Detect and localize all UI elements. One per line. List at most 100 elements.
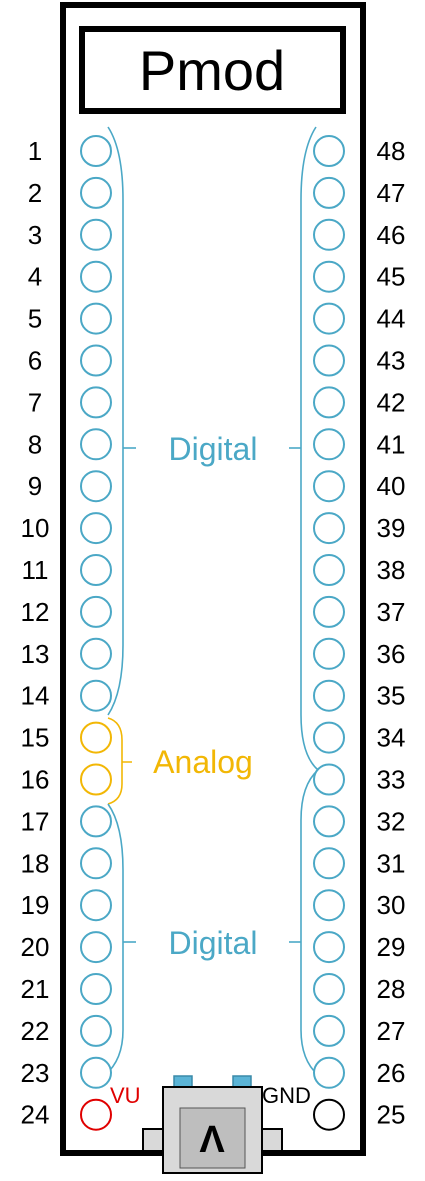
pin-48-number: 48 (377, 136, 406, 166)
pin-13-circle (80, 637, 112, 670)
pin-11-number: 11 (22, 555, 49, 585)
pin-32-circle (313, 805, 345, 838)
pin-26-number: 26 (377, 1058, 406, 1088)
pin-21-number: 21 (21, 974, 50, 1004)
pin-37-circle (313, 595, 345, 628)
pin-22-number: 22 (21, 1016, 50, 1046)
pin-12-number: 12 (21, 597, 50, 627)
pin-29-circle (313, 931, 345, 964)
pin-38-number: 38 (377, 555, 406, 585)
pin-17-circle (80, 805, 112, 838)
pin-1-circle (80, 135, 112, 167)
pin-28-circle (313, 973, 345, 1005)
pin-24-circle (80, 1098, 112, 1131)
pin-3-circle (80, 218, 112, 251)
pin-15-number: 15 (21, 723, 50, 753)
pin-2-number: 2 (28, 178, 42, 208)
pin-47-number: 47 (377, 178, 406, 208)
pin-39-circle (313, 512, 345, 545)
pin-6-number: 6 (28, 346, 42, 376)
pin-48-circle (313, 135, 345, 167)
pin-16-number: 16 (21, 765, 50, 795)
pin-7-number: 7 (28, 387, 42, 417)
pin-14-circle (80, 679, 112, 712)
pin-44-number: 44 (377, 304, 406, 334)
vu-label: VU (110, 1083, 141, 1108)
pin-25-number: 25 (377, 1100, 406, 1130)
pin-29-number: 29 (377, 932, 406, 962)
pin-34-number: 34 (377, 723, 406, 753)
pin-30-circle (313, 889, 345, 922)
pin-41-number: 41 (377, 429, 406, 459)
pin-23-number: 23 (21, 1058, 50, 1088)
pin-36-number: 36 (377, 639, 406, 669)
digital-bottom-bracket-right (300, 769, 319, 1076)
pin-31-number: 31 (377, 848, 406, 878)
gnd-label: GND (262, 1083, 311, 1108)
pin-9-circle (80, 470, 112, 503)
pin-6-circle (80, 344, 112, 377)
usb-port-glyph: Λ (199, 1119, 225, 1161)
pin-8-circle (80, 428, 112, 461)
pin-5-circle (80, 302, 112, 335)
pin-36-circle (313, 637, 345, 670)
pmod-header-box (79, 26, 346, 114)
pmod-title: Pmod (139, 39, 285, 102)
pin-4-circle (80, 260, 112, 293)
pin-26-circle (313, 1056, 345, 1089)
pin-4-number: 4 (28, 262, 42, 292)
pin-40-number: 40 (377, 471, 406, 501)
pin-46-number: 46 (377, 220, 406, 250)
pin-33-circle (313, 763, 345, 796)
digital-top-label: Digital (169, 431, 258, 467)
group-brackets (104, 126, 319, 1076)
digital-bottom-label: Digital (169, 925, 258, 961)
pin-47-circle (313, 176, 345, 209)
usb-side-tab-left (142, 1128, 166, 1152)
pin-46-circle (313, 218, 345, 251)
digital-top-bracket-right (300, 126, 319, 771)
pin-33-number: 33 (377, 765, 406, 795)
pin-18-circle (80, 847, 112, 880)
pin-42-number: 42 (377, 387, 406, 417)
pin-10-circle (80, 512, 112, 545)
pin-23-circle (80, 1056, 112, 1089)
pin-35-number: 35 (377, 681, 406, 711)
pin-19-circle (80, 889, 112, 922)
usb-contact-left (173, 1075, 193, 1088)
pin-43-circle (313, 344, 345, 377)
pin-38-circle (313, 554, 345, 586)
pin-34-circle (313, 721, 345, 754)
pin-3-number: 3 (28, 220, 42, 250)
pin-12-circle (80, 595, 112, 628)
pin-2-circle (80, 176, 112, 209)
pin-31-circle (313, 847, 345, 880)
pin-45-circle (313, 260, 345, 293)
pin-20-number: 20 (21, 932, 50, 962)
pin-11-circle (80, 554, 112, 586)
pin-28-number: 28 (377, 974, 406, 1004)
pin-1-number: 1 (28, 136, 42, 166)
pin-14-number: 14 (21, 681, 50, 711)
pin-35-circle (313, 679, 345, 712)
pin-17-number: 17 (21, 806, 50, 836)
pin-18-number: 18 (21, 848, 50, 878)
pin-32-number: 32 (377, 806, 406, 836)
pin-8-number: 8 (28, 429, 42, 459)
pin-15-circle (80, 721, 112, 754)
pin-21-circle (80, 973, 112, 1005)
pin-37-number: 37 (377, 597, 406, 627)
pin-16-circle (80, 763, 112, 796)
pin-22-circle (80, 1014, 112, 1047)
analog-label: Analog (153, 744, 253, 780)
pin-40-circle (313, 470, 345, 503)
pin-24-number: 24 (21, 1100, 50, 1130)
pin-41-circle (313, 428, 345, 461)
pin-13-number: 13 (21, 639, 50, 669)
pin-27-circle (313, 1014, 345, 1047)
pin-27-number: 27 (377, 1016, 406, 1046)
usb-side-tab-right (259, 1128, 283, 1152)
analog-bracket (107, 717, 132, 805)
